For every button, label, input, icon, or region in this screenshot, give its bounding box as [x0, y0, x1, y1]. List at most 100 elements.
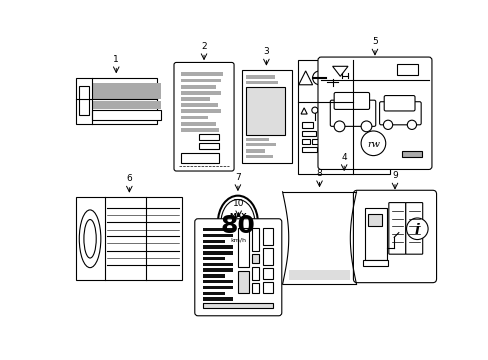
- Bar: [181, 128, 219, 132]
- Bar: [203, 263, 232, 266]
- FancyBboxPatch shape: [317, 57, 431, 170]
- FancyBboxPatch shape: [379, 102, 420, 125]
- Bar: [246, 87, 285, 135]
- Ellipse shape: [84, 220, 96, 258]
- Circle shape: [360, 121, 371, 132]
- Bar: [181, 97, 210, 101]
- Bar: [335, 122, 346, 128]
- Bar: [358, 100, 363, 106]
- Bar: [358, 117, 369, 123]
- Bar: [203, 239, 224, 243]
- Bar: [301, 139, 309, 144]
- FancyBboxPatch shape: [405, 203, 422, 254]
- Bar: [203, 274, 224, 278]
- Text: MAX: MAX: [228, 213, 246, 220]
- Bar: [262, 282, 272, 293]
- Bar: [301, 131, 315, 136]
- Bar: [181, 91, 221, 95]
- Bar: [203, 228, 232, 231]
- Bar: [262, 248, 272, 265]
- Text: 5: 5: [371, 37, 377, 46]
- Bar: [251, 266, 259, 280]
- Text: 80: 80: [220, 215, 255, 238]
- Bar: [238, 271, 248, 293]
- Bar: [288, 270, 349, 280]
- Text: 3: 3: [263, 47, 269, 56]
- Circle shape: [360, 131, 385, 156]
- FancyBboxPatch shape: [384, 95, 414, 111]
- Bar: [76, 78, 157, 124]
- Bar: [199, 143, 218, 149]
- Ellipse shape: [79, 210, 101, 267]
- Bar: [245, 155, 272, 158]
- Bar: [203, 292, 224, 295]
- Bar: [245, 81, 277, 84]
- Bar: [262, 228, 272, 245]
- Bar: [358, 91, 363, 97]
- Bar: [251, 254, 259, 264]
- Bar: [203, 234, 232, 237]
- Bar: [181, 78, 221, 82]
- Bar: [372, 126, 380, 132]
- Bar: [358, 136, 369, 142]
- Bar: [203, 303, 273, 308]
- Bar: [301, 147, 317, 152]
- Bar: [79, 86, 88, 115]
- Bar: [203, 251, 232, 255]
- Text: 1: 1: [113, 55, 119, 64]
- Bar: [396, 64, 417, 75]
- Bar: [311, 139, 322, 144]
- Bar: [363, 260, 387, 266]
- Bar: [245, 75, 274, 78]
- FancyBboxPatch shape: [353, 190, 436, 283]
- Bar: [364, 100, 369, 106]
- Text: 7: 7: [235, 173, 240, 182]
- Text: i: i: [414, 223, 419, 237]
- FancyBboxPatch shape: [174, 62, 234, 171]
- Bar: [238, 228, 248, 266]
- FancyBboxPatch shape: [329, 100, 375, 126]
- Bar: [241, 70, 291, 163]
- Bar: [76, 197, 182, 280]
- Bar: [358, 82, 363, 88]
- Circle shape: [406, 218, 427, 239]
- FancyBboxPatch shape: [194, 219, 281, 316]
- Bar: [320, 131, 329, 136]
- Bar: [91, 110, 161, 120]
- Bar: [401, 151, 421, 157]
- Bar: [181, 153, 219, 163]
- Bar: [357, 66, 372, 77]
- Bar: [181, 122, 215, 126]
- Bar: [376, 66, 387, 77]
- Text: 6: 6: [126, 174, 132, 183]
- Bar: [358, 126, 369, 132]
- Circle shape: [407, 120, 416, 130]
- Bar: [364, 208, 386, 260]
- Bar: [245, 138, 268, 141]
- Bar: [203, 280, 232, 283]
- Bar: [203, 245, 232, 249]
- Bar: [370, 82, 377, 88]
- Text: 9: 9: [391, 171, 397, 180]
- Bar: [181, 85, 215, 89]
- Bar: [181, 72, 223, 76]
- Text: rw: rw: [366, 140, 379, 149]
- Text: km/h: km/h: [229, 237, 245, 242]
- Ellipse shape: [221, 199, 254, 246]
- Bar: [245, 143, 276, 147]
- Bar: [262, 268, 272, 279]
- Bar: [245, 149, 264, 153]
- Bar: [181, 109, 221, 113]
- FancyBboxPatch shape: [333, 93, 369, 109]
- Bar: [358, 108, 369, 114]
- Text: 10: 10: [232, 199, 244, 208]
- Bar: [364, 82, 369, 88]
- Bar: [203, 257, 224, 260]
- Bar: [344, 80, 351, 86]
- Bar: [364, 91, 369, 97]
- Bar: [372, 117, 380, 123]
- Bar: [181, 103, 218, 107]
- Bar: [199, 134, 218, 140]
- Text: 2: 2: [201, 42, 206, 51]
- Bar: [181, 116, 207, 120]
